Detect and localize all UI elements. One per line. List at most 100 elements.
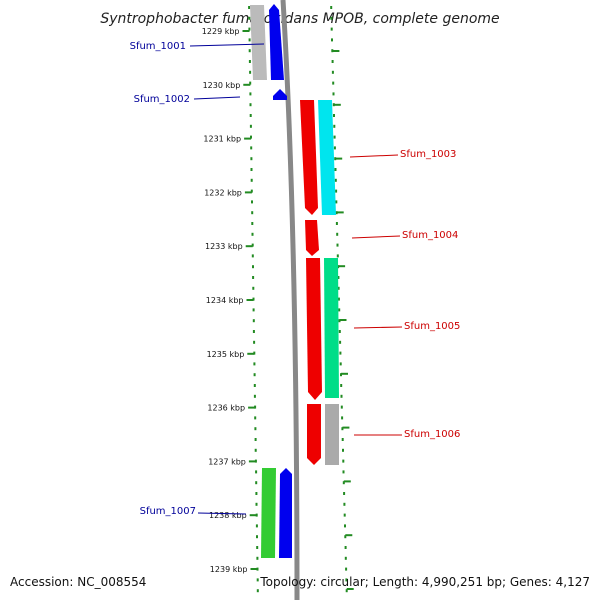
topology-text: Topology: circular; Length: 4,990,251 bp…: [259, 575, 590, 589]
ruler-dot: [332, 92, 335, 96]
ruler-dot: [342, 459, 345, 463]
ruler-dot: [248, 49, 251, 53]
ruler-dot: [331, 70, 334, 74]
ruler-dot: [344, 546, 347, 549]
kbp-tick-label: 1234 kbp: [206, 296, 244, 305]
ruler-dot: [340, 405, 343, 409]
kbp-tick-labels: 1229 kbp 1230 kbp 1231 kbp 1232 kbp 1233 kbp…: [202, 27, 248, 574]
ruler-dot: [253, 394, 256, 398]
ruler-dot: [255, 470, 258, 474]
gene-feature-sfum-1003-cyan[interactable]: [318, 100, 336, 215]
ruler-dot: [256, 578, 259, 582]
ruler-dot: [253, 373, 256, 377]
gene-label-sfum-1005[interactable]: Sfum_1005: [404, 321, 460, 332]
minus-strand-features: [250, 4, 292, 558]
ruler-dot: [345, 578, 348, 582]
ruler-dot: [335, 189, 338, 193]
ruler-dot: [330, 16, 333, 20]
ruler-dot: [254, 448, 257, 452]
ruler-dot: [248, 38, 251, 42]
gene-label-sfum-1004[interactable]: Sfum_1004: [402, 230, 458, 241]
ruler-dot: [341, 438, 344, 441]
ruler-dot: [340, 394, 343, 398]
ruler-dot: [251, 222, 254, 225]
ruler-dot: [336, 232, 339, 236]
ruler-dot: [344, 556, 347, 560]
gene-feature-sfum-1005[interactable]: [306, 258, 322, 400]
kbp-tick-label: 1231 kbp: [203, 135, 241, 144]
gene-label-sfum-1007[interactable]: Sfum_1007: [140, 506, 196, 517]
ruler-dot: [251, 211, 254, 215]
ruler-dot: [256, 535, 258, 539]
ruler-dot: [335, 211, 338, 215]
ruler-dot: [256, 546, 259, 549]
ruler-dot: [331, 49, 334, 53]
ruler-dot: [344, 524, 346, 528]
ruler-dot: [334, 178, 337, 182]
gene-feature-sfum-1005-teal[interactable]: [324, 258, 339, 398]
ruler-dot: [337, 286, 340, 290]
gene-feature-sfum-1002[interactable]: [273, 89, 287, 100]
gene-feature-sfum-1001-gray[interactable]: [250, 5, 267, 80]
gene-label-sfum-1002[interactable]: Sfum_1002: [134, 94, 190, 105]
gene-feature-sfum-1006[interactable]: [307, 404, 321, 465]
ruler-dot: [250, 168, 253, 171]
ruler-dot: [330, 27, 333, 31]
map-title: Syntrophobacter fumaroxidans MPOB, compl…: [100, 11, 499, 27]
ruler-dot: [254, 427, 257, 431]
ruler-dot: [333, 124, 336, 128]
kbp-tick-label: 1233 kbp: [205, 242, 243, 251]
leader-line-sfum-1007: [197, 512, 247, 515]
ruler-dot: [254, 416, 257, 420]
ruler-dot: [248, 27, 251, 31]
ruler-dot: [336, 254, 339, 258]
ruler-dot: [338, 308, 341, 312]
ruler-dot: [337, 276, 340, 279]
leader-line-sfum-1005: [353, 326, 403, 329]
ruler-dot: [248, 16, 251, 20]
gene-feature-sfum-1004[interactable]: [305, 220, 319, 256]
gene-feature-sfum-1006-gray[interactable]: [325, 404, 339, 465]
gene-label-sfum-1001[interactable]: Sfum_1001: [130, 41, 186, 52]
kbp-tick-label: 1237 kbp: [208, 457, 246, 466]
ruler-dot: [342, 470, 345, 474]
ruler-dot: [339, 362, 342, 366]
gene-feature-sfum-1003[interactable]: [300, 100, 318, 215]
kbp-tick-label: 1235 kbp: [207, 350, 245, 359]
right-ruler: [330, 6, 354, 593]
ruler-dot: [248, 6, 251, 9]
ruler-dot: [252, 286, 255, 290]
ruler-dot: [250, 178, 253, 182]
leader-line-sfum-1003: [349, 154, 399, 158]
gene-label-sfum-1003[interactable]: Sfum_1003: [400, 149, 456, 160]
kbp-tick-label: 1239 kbp: [210, 565, 248, 574]
ruler-dot: [333, 114, 335, 117]
gene-feature-sfum-1007[interactable]: [279, 468, 292, 558]
ruler-dot: [249, 70, 252, 74]
ruler-dot: [342, 481, 345, 485]
ruler-dot: [256, 589, 259, 593]
gene-feature-sfum-1001[interactable]: [269, 4, 284, 80]
ruler-dot: [331, 60, 334, 63]
leader-line-sfum-1002: [193, 96, 241, 100]
ruler-dot: [249, 124, 252, 128]
ruler-dot: [256, 556, 259, 560]
ruler-dot: [339, 351, 342, 355]
ruler-dot: [341, 416, 344, 420]
ruler-dot: [335, 222, 338, 225]
ruler-dot: [250, 189, 253, 193]
genome-backbone: [280, 0, 300, 600]
ruler-dot: [252, 265, 254, 269]
ruler-dot: [339, 340, 342, 344]
ruler-dot: [343, 513, 346, 517]
ruler-dot: [333, 146, 336, 150]
ruler-dot: [252, 319, 255, 323]
ruler-dot: [331, 38, 333, 42]
ruler-dot: [344, 535, 347, 539]
ruler-dot: [251, 232, 254, 236]
leader-line-sfum-1004: [351, 235, 401, 239]
gene-label-sfum-1006[interactable]: Sfum_1006: [404, 429, 460, 440]
kbp-tick-label: 1229 kbp: [202, 27, 240, 36]
gene-feature-sfum-1007-green[interactable]: [261, 468, 276, 558]
